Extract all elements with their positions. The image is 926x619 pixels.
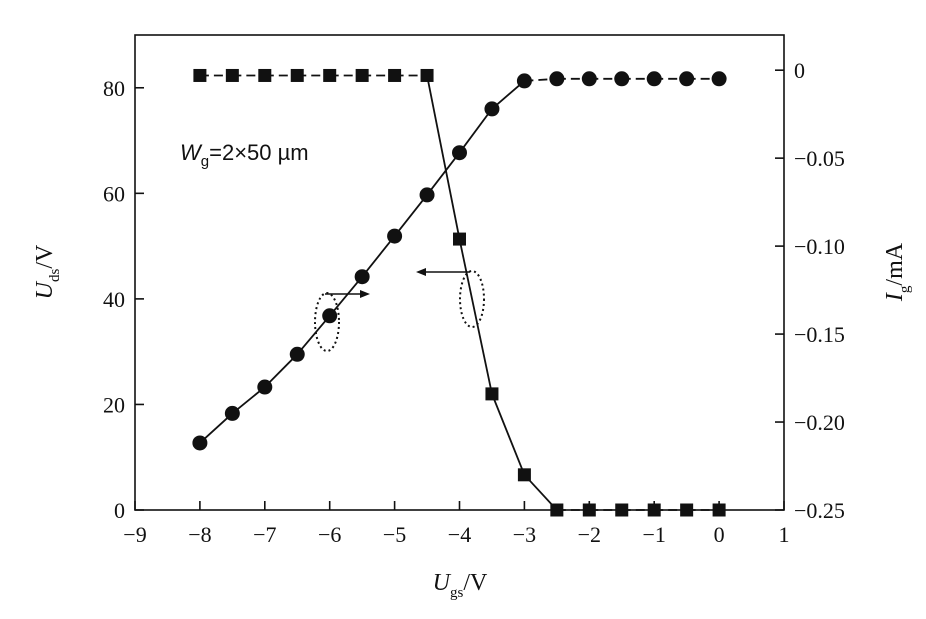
right-y-tick-label: −0.25 — [794, 498, 845, 523]
x-tick-label: −5 — [383, 522, 406, 547]
square-series-point — [355, 68, 369, 82]
left-axis-ticks: 0 20 40 60 80 — [103, 76, 144, 523]
square-series-point — [420, 68, 434, 82]
circle-series-point — [387, 228, 403, 244]
x-tick-label: 1 — [779, 522, 790, 547]
x-tick-label: −2 — [578, 522, 601, 547]
circle-series-point — [452, 145, 467, 161]
square-series-point — [680, 503, 694, 517]
square-series-point — [647, 503, 661, 517]
x-tick-label: −4 — [448, 522, 471, 547]
x-tick-label: −6 — [318, 522, 341, 547]
annotation-sub: g — [201, 153, 209, 170]
left-axis-title-unit: /V — [32, 244, 58, 269]
circle-series-segment — [329, 276, 363, 317]
square-series-point — [453, 232, 466, 246]
square-series-point — [615, 503, 629, 517]
gate-width-annotation: Wg=2×50 µm — [180, 140, 309, 170]
right-y-tick-label: −0.05 — [794, 146, 845, 171]
circle-series-point — [516, 73, 532, 89]
square-series-axis-indicator — [416, 268, 485, 328]
circle-series-segment — [458, 108, 493, 154]
left-y-tick-label: 80 — [103, 76, 125, 101]
square-series-point — [258, 68, 272, 82]
x-tick-label: −3 — [513, 522, 536, 547]
x-tick-label: −1 — [642, 522, 665, 547]
right-y-tick-label: −0.15 — [794, 322, 845, 347]
circle-series-point — [322, 308, 338, 324]
x-tick-label: −8 — [188, 522, 211, 547]
right-axis-title-main: I — [882, 292, 908, 302]
square-series-segment — [491, 393, 526, 476]
square-series-point — [712, 503, 726, 517]
left-y-tick-label: 20 — [103, 392, 125, 417]
square-series-ellipse — [459, 270, 485, 328]
left-y-tick-label: 40 — [103, 287, 125, 312]
circle-series-point — [581, 71, 597, 87]
annotation-rest: =2×50 µm — [209, 140, 309, 165]
circle-series-segment — [296, 315, 331, 355]
x-tick-label: −9 — [123, 522, 146, 547]
right-y-tick-label: 0 — [794, 58, 805, 83]
left-y-tick-label: 0 — [114, 498, 125, 523]
x-tick-label: −7 — [253, 522, 276, 547]
square-series-segment — [458, 238, 493, 395]
square-series-point — [290, 68, 304, 82]
circle-series-point — [354, 269, 370, 285]
left-axis-title-sub: ds — [47, 269, 63, 283]
square-series-point — [550, 503, 564, 517]
right-arrowhead — [360, 290, 370, 298]
left-axis-title: Uds/V — [32, 244, 63, 299]
series-markers — [192, 68, 727, 517]
right-axis-ticks: 0 −0.05 −0.10 −0.15 −0.20 −0.25 — [775, 58, 845, 523]
circle-series-segment — [361, 235, 396, 278]
right-axis-title-unit: /mA — [882, 242, 908, 285]
circle-series-point — [257, 379, 273, 395]
circle-series-segment — [393, 194, 428, 237]
left-axis-title-main: U — [32, 280, 58, 299]
square-series-point — [193, 68, 207, 82]
right-axis-title: Ig/mA — [882, 242, 913, 302]
annotation-main: W — [180, 140, 203, 165]
left-y-tick-label: 60 — [103, 181, 125, 206]
circle-series-point — [224, 405, 240, 421]
circle-series-point — [646, 71, 662, 87]
x-axis-title-sub: gs — [450, 585, 464, 601]
square-series-segment — [426, 75, 461, 240]
square-series-point — [388, 68, 402, 82]
circle-series-segment — [264, 353, 298, 388]
circle-series-segment — [426, 152, 461, 196]
circle-series-axis-indicator — [314, 290, 370, 352]
right-y-tick-label: −0.10 — [794, 234, 845, 259]
circle-series-point — [711, 71, 727, 87]
square-series-point — [485, 387, 499, 401]
square-series-point — [582, 503, 596, 517]
square-series-point — [323, 68, 337, 82]
square-series-point — [517, 468, 531, 482]
circle-series-point — [549, 71, 565, 87]
x-axis-title-unit: /V — [463, 570, 488, 596]
circle-series-point — [484, 101, 500, 117]
x-axis-title-main: U — [433, 570, 452, 596]
right-y-tick-label: −0.20 — [794, 410, 845, 435]
x-axis-title: Ugs/V — [433, 570, 488, 601]
circle-series-point — [289, 346, 305, 362]
square-series-point — [225, 68, 239, 82]
circle-series-point — [419, 187, 435, 203]
left-arrowhead — [416, 268, 426, 276]
circle-series-point — [679, 71, 695, 87]
circle-series-point — [192, 435, 208, 451]
x-tick-label: 0 — [714, 522, 725, 547]
circle-series-point — [614, 71, 630, 87]
circle-series-ellipse — [314, 292, 340, 352]
right-axis-title-sub: g — [897, 285, 913, 293]
